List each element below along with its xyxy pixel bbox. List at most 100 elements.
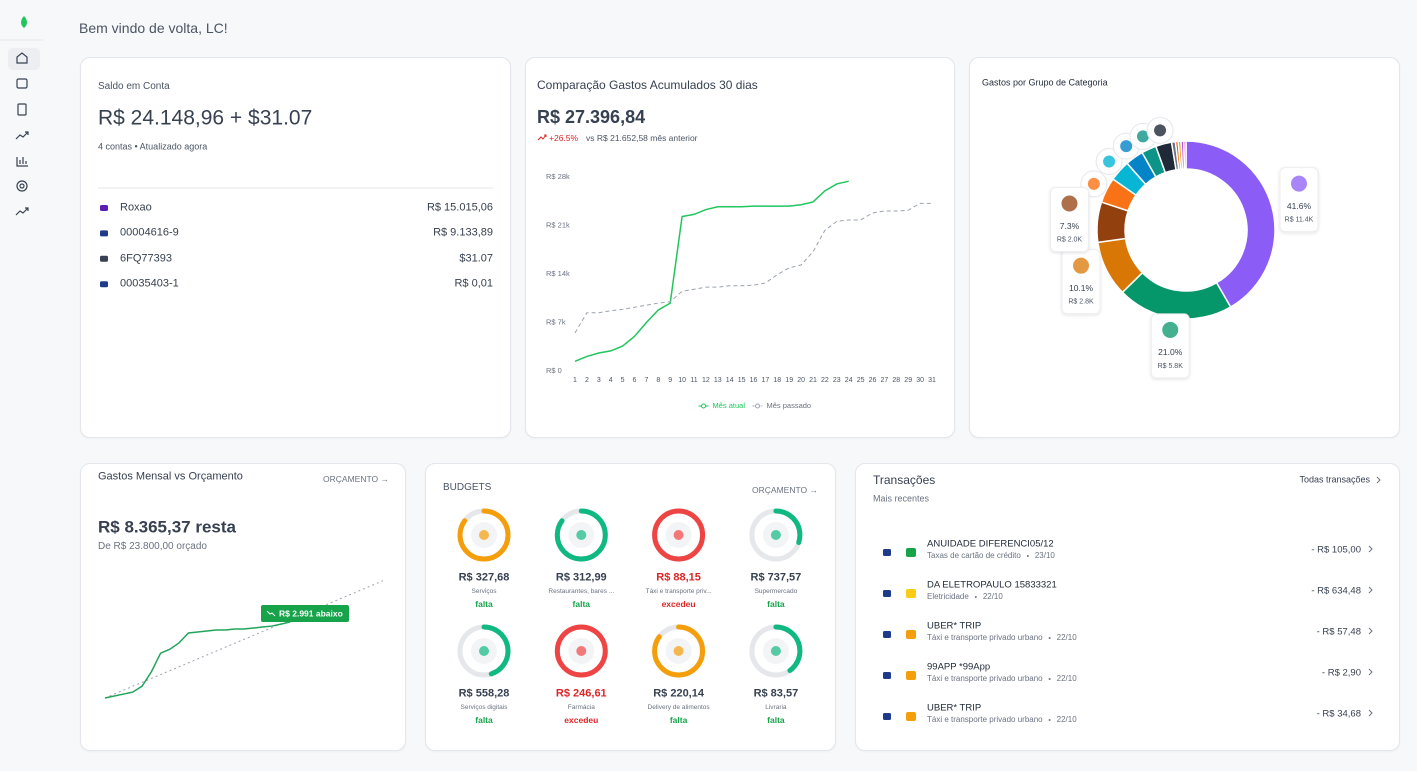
callout-card <box>1049 187 1089 253</box>
transaction-category: Táxi e transporte privado urbano <box>927 633 1043 642</box>
budget-summary-card <box>80 463 406 751</box>
budget-ring <box>749 624 803 678</box>
transaction-name[interactable]: ANUIDADE DIFERENCI05/12 <box>927 538 1054 550</box>
sidebar <box>0 16 44 216</box>
nav-home[interactable] <box>16 52 28 64</box>
category-badge-dot <box>1136 130 1149 143</box>
bank-icon <box>883 590 891 597</box>
budget-ring <box>457 508 511 562</box>
account-icon <box>100 205 108 211</box>
transaction-name[interactable]: DA ELETROPAULO 15833321 <box>927 579 1057 591</box>
balance-amount: R$ 24.148,96 + $31.07 <box>98 106 313 130</box>
budgeted: De R$ 23.800,00 orçado <box>98 541 207 552</box>
y-tick-label: R$ 21k <box>546 220 570 229</box>
budget-icon-dot <box>770 530 781 540</box>
budget-name: Livraria <box>765 703 787 711</box>
transaction-date: 22/10 <box>1056 715 1077 724</box>
legend-swatch-dot <box>701 403 706 409</box>
card-link[interactable]: ORÇAMENTO → <box>752 484 818 495</box>
comparison-total: R$ 27.396,84 <box>537 107 646 127</box>
x-tick-label: 4 <box>609 377 613 384</box>
budget-name: Táxi e transporte priv... <box>645 587 712 595</box>
nav-wallet[interactable] <box>16 78 28 89</box>
callout-card <box>1150 313 1190 379</box>
budget-ring <box>749 508 803 562</box>
account-value: R$ 15.015,06 <box>426 201 493 214</box>
account-value: R$ 9.133,89 <box>433 226 493 239</box>
legend-swatch-dot <box>755 403 760 409</box>
x-tick-label: 1 <box>573 377 577 384</box>
card-link[interactable]: ORÇAMENTO → <box>323 473 389 484</box>
nav-charts[interactable] <box>16 157 28 167</box>
x-tick-label: 27 <box>881 377 889 384</box>
budget-status: falta <box>669 714 688 725</box>
transaction-name[interactable]: 99APP *99App <box>927 661 991 673</box>
x-tick-label: 19 <box>785 377 793 384</box>
account-icon <box>100 255 108 262</box>
x-tick-label: 12 <box>702 377 710 384</box>
callout-icon <box>1073 257 1090 274</box>
budget-status: falta <box>767 714 785 725</box>
chevron <box>1376 476 1381 484</box>
x-tick-label: 31 <box>928 377 936 384</box>
callout-amount: R$ 2.8K <box>1068 299 1094 306</box>
budget-amount: R$ 83,57 <box>753 687 799 700</box>
transaction-name[interactable]: UBER* TRIP <box>927 620 982 632</box>
budget-status: excedeu <box>564 714 599 725</box>
nav-reports[interactable] <box>17 103 27 116</box>
nav-trends[interactable] <box>15 131 29 140</box>
balance-card <box>80 57 511 438</box>
card-title: Transações <box>873 473 936 487</box>
transaction-date: 22/10 <box>982 592 1003 601</box>
transaction-amount: - R$ 634,48 <box>1311 585 1361 597</box>
x-tick-label: 25 <box>857 377 865 384</box>
series-line <box>574 202 932 334</box>
transaction-category: Táxi e transporte privado urbano <box>927 715 1043 724</box>
card-link[interactable]: Todas transações <box>1299 474 1370 485</box>
dot-sep <box>1026 555 1029 557</box>
budget-ring <box>457 624 511 678</box>
account-value: R$ 0,01 <box>454 277 493 290</box>
budget-icon-dot <box>770 646 781 656</box>
budget-icon-dot <box>576 530 587 540</box>
budget-ring <box>554 508 608 562</box>
greeting: Bem vindo de volta, LC! <box>79 20 228 36</box>
account-name: Roxao <box>120 201 152 214</box>
callout-amount: R$ 2.0K <box>1057 236 1083 243</box>
dot-sep <box>1048 719 1051 721</box>
legend-label: Mês passado <box>767 401 812 410</box>
budget-name: Supermercado <box>754 587 798 595</box>
x-tick-label: 14 <box>726 377 734 384</box>
budget-name: Farmácia <box>567 703 595 711</box>
budget-icon-dot <box>673 646 684 656</box>
transaction-name[interactable]: UBER* TRIP <box>927 702 982 714</box>
budget-icon-dot <box>576 646 587 656</box>
comparison-card <box>525 57 955 438</box>
budget-name: Restaurantes, bares ... <box>548 587 615 595</box>
x-tick-label: 24 <box>845 377 853 384</box>
dot-sep <box>1048 637 1051 639</box>
bank-icon <box>883 631 891 638</box>
x-tick-label: 15 <box>738 377 746 384</box>
x-tick-label: 5 <box>621 377 625 384</box>
nav-investments[interactable] <box>15 207 29 216</box>
y-tick-label: R$ 0 <box>546 366 562 375</box>
x-tick-label: 6 <box>633 377 637 384</box>
donut-slice <box>1185 140 1276 309</box>
callout-percent: 10.1% <box>1069 283 1094 293</box>
callout-amount: R$ 11.4K <box>1285 216 1314 223</box>
budget-amount: R$ 312,99 <box>555 571 607 584</box>
budget-ring <box>652 624 706 678</box>
nav-goals[interactable] <box>16 180 28 192</box>
x-tick-label: 22 <box>821 377 829 384</box>
chevron <box>1368 709 1373 717</box>
trend-icon <box>537 134 547 141</box>
callout-percent: 21.0% <box>1158 347 1183 357</box>
budget-name: Serviços digitais <box>460 703 508 711</box>
account-name: 00035403-1 <box>120 277 179 290</box>
dot-sep <box>974 596 977 598</box>
callout-percent: 41.6% <box>1287 201 1312 211</box>
budget-amount: R$ 88,15 <box>656 571 701 584</box>
account-value: $31.07 <box>459 252 493 265</box>
callout-amount: R$ 5.8K <box>1158 363 1184 370</box>
